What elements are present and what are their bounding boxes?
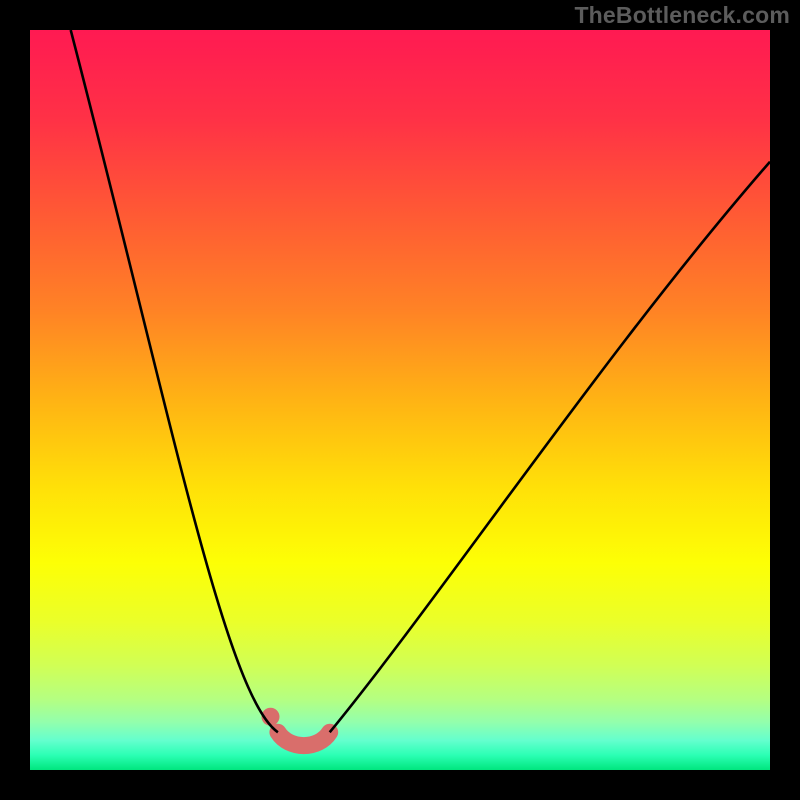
watermark: TheBottleneck.com (574, 2, 790, 29)
stage: TheBottleneck.com (0, 0, 800, 800)
plot-area (30, 30, 770, 770)
gradient-background (30, 30, 770, 770)
frame-left (0, 0, 30, 800)
frame-bottom (0, 770, 800, 800)
frame-right (770, 0, 800, 800)
chart-svg (30, 30, 770, 770)
